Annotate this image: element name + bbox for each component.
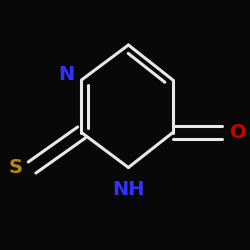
- Text: O: O: [230, 123, 246, 142]
- Text: N: N: [58, 66, 74, 84]
- Text: S: S: [8, 158, 22, 177]
- Text: NH: NH: [112, 180, 145, 199]
